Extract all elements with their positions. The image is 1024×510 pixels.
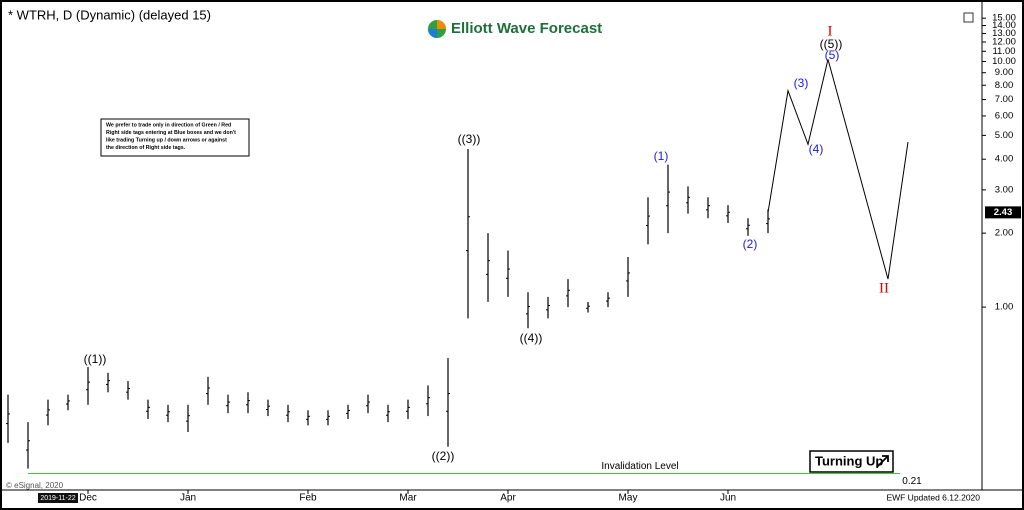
x-tick-label: Mar [399, 493, 417, 504]
note-box [100, 118, 250, 157]
wave-label: II [879, 280, 889, 296]
y-tick-label: 3.00 [995, 184, 1014, 195]
y-tick-label: 1.00 [995, 302, 1014, 313]
projection-line [767, 59, 909, 280]
wave-label: ((1)) [84, 352, 107, 366]
tag-arrow [876, 455, 889, 468]
y-tick-label: 4.00 [995, 154, 1014, 165]
date-box [38, 493, 78, 503]
logo-text: Elliott Wave Forecast [451, 20, 602, 37]
wave-label: (2) [743, 237, 758, 251]
y-tick-label: 11.00 [992, 46, 1015, 57]
y-tick-label: 6.00 [995, 110, 1014, 121]
wave-label: ((2)) [432, 449, 455, 463]
y-tick-label: 8.00 [995, 80, 1014, 91]
note: We prefer to trade only in direction of … [106, 122, 236, 151]
y-tick-label: 5.00 [995, 130, 1014, 141]
wave-label: ((4)) [520, 331, 543, 345]
start-date: 2019-11-22 [40, 495, 75, 502]
wave-label: (4) [809, 142, 824, 156]
wave-label: ((3)) [458, 132, 481, 146]
invalidation-value: 0.21 [902, 476, 922, 487]
note-line: Right side tags entering at Blue boxes a… [106, 130, 236, 136]
y-tick-label: 7.00 [995, 94, 1014, 105]
wave-label: (3) [794, 76, 809, 90]
x-tick-label: Jun [720, 493, 736, 504]
wave-label: (5) [825, 48, 840, 62]
x-tick-label: Dec [79, 493, 97, 504]
updated: EWF Updated 6.12.2020 [886, 492, 980, 502]
x-tick-label: May [619, 493, 638, 504]
tag-text: Turning Up [815, 453, 883, 468]
y-tick-label: 14.00 [992, 20, 1016, 31]
note-line: We prefer to trade only in direction of … [106, 122, 231, 128]
y-tick-label: 13.00 [992, 28, 1016, 39]
wave-label: ((5)) [820, 37, 843, 51]
note-line: the direction of Right side tags. [106, 145, 186, 151]
tag-box [809, 450, 894, 473]
note-line: like trading Turning up / down arrows or… [106, 138, 227, 144]
logo-icon [428, 20, 446, 38]
last-price-box [985, 206, 1021, 219]
y-tick-label: 12.00 [992, 37, 1016, 48]
y-tick-label: 2.00 [995, 228, 1014, 239]
y-tick-label: 9.00 [995, 67, 1014, 78]
x-tick-label: Feb [299, 493, 317, 504]
x-tick-label: Jan [180, 493, 196, 504]
icon [963, 12, 974, 23]
x-tick-label: Apr [500, 493, 516, 504]
last-price-label: 2.43 [994, 207, 1013, 218]
chart-title: * WTRH, D (Dynamic) (delayed 15) [8, 7, 211, 22]
wave-label: (1) [654, 149, 669, 163]
invalidation-label: Invalidation Level [601, 461, 678, 472]
wave-label: I [828, 23, 833, 39]
y-tick-label: 10.00 [992, 56, 1016, 67]
copyright: © eSignal, 2020 [6, 481, 64, 490]
y-tick-label: 15.00 [992, 13, 1016, 24]
